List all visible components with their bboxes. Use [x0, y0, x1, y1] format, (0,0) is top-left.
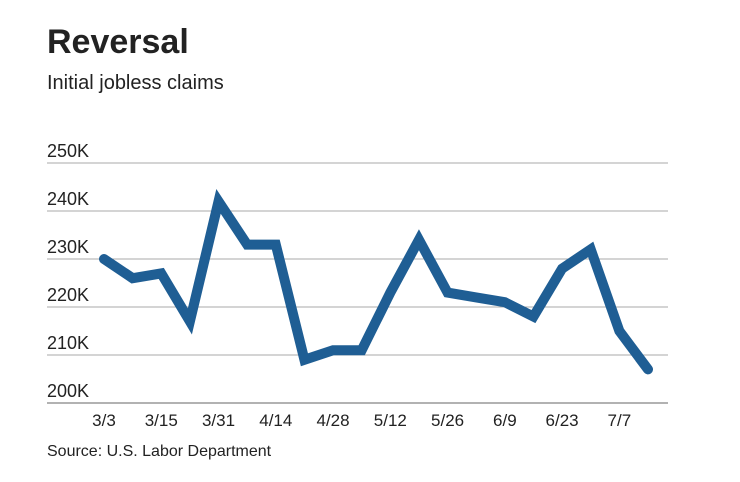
x-tick-label: 5/26 — [431, 411, 464, 430]
x-tick-label: 6/9 — [493, 411, 517, 430]
chart-title: Reversal — [47, 23, 189, 61]
x-tick-label: 4/28 — [317, 411, 350, 430]
source: Source: U.S. Labor Department — [47, 443, 272, 460]
x-tick-label: 3/31 — [202, 411, 235, 430]
x-tick-label: 4/14 — [259, 411, 292, 430]
x-tick-label: 7/7 — [608, 411, 632, 430]
y-tick-label: 220K — [47, 285, 89, 305]
y-tick-label: 210K — [47, 333, 89, 353]
x-tick-label: 5/12 — [374, 411, 407, 430]
x-tick-label: 3/15 — [145, 411, 178, 430]
y-tick-label: 200K — [47, 381, 89, 401]
y-tick-label: 230K — [47, 237, 89, 257]
y-tick-label: 240K — [47, 189, 89, 209]
chart-subtitle: Initial jobless claims — [47, 72, 224, 94]
line — [99, 189, 653, 375]
y-tick-label: 250K — [47, 141, 89, 161]
x-tick-label: 3/3 — [92, 411, 116, 430]
x-tick-label: 6/23 — [546, 411, 579, 430]
